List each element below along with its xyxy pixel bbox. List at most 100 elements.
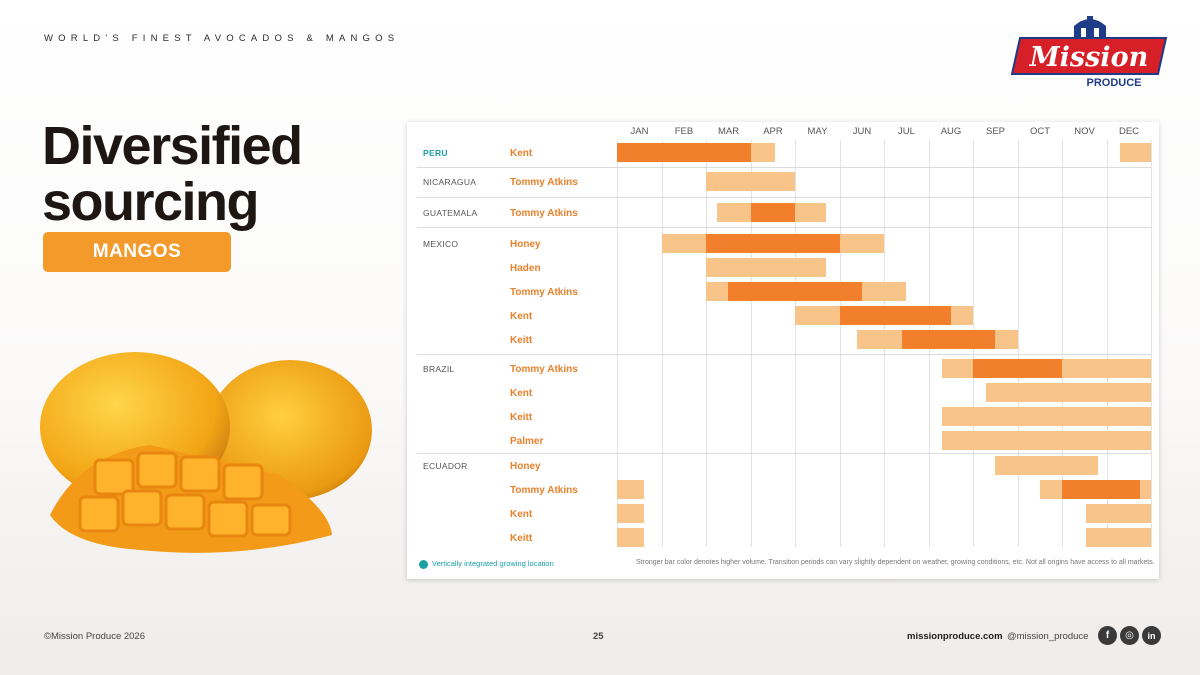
website-link[interactable]: missionproduce.com (907, 631, 1003, 642)
grid-line (661, 140, 663, 547)
season-bar (1086, 528, 1151, 547)
month-label-jul: JUL (898, 126, 915, 137)
origin-divider (417, 167, 1151, 168)
month-label-may: MAY (807, 126, 828, 137)
variety-label: Kent (510, 148, 533, 159)
variety-label: Keitt (510, 335, 533, 346)
variety-label: Kent (510, 388, 533, 399)
season-bar (750, 143, 775, 162)
title-line-2: sourcing (42, 172, 260, 232)
season-bar (617, 528, 644, 547)
instagram-icon[interactable]: ◎ (1120, 626, 1139, 645)
high-volume-bar (1062, 480, 1140, 499)
mango-illustration (40, 352, 372, 553)
variety-label: Tommy Atkins (510, 287, 578, 298)
grid-line (617, 140, 618, 547)
origin-divider (417, 354, 1151, 355)
month-label-dec: DEC (1118, 126, 1140, 137)
origin-label: GUATEMALA (423, 208, 478, 218)
grid-line (1151, 140, 1152, 547)
origin-divider (417, 197, 1151, 198)
season-bar (1062, 359, 1151, 378)
grid-line (1106, 140, 1108, 547)
variety-label: Honey (510, 461, 541, 472)
grid-line (839, 140, 841, 547)
grid-line (750, 140, 752, 547)
origin-label: MEXICO (423, 239, 459, 249)
variety-label: Kent (510, 311, 533, 322)
variety-label: Tommy Atkins (510, 208, 578, 219)
season-bar (795, 306, 840, 325)
high-volume-bar (973, 359, 1062, 378)
high-volume-bar (750, 203, 795, 222)
season-bar (1039, 480, 1062, 499)
category-badge: MANGOS (43, 232, 231, 272)
variety-label: Keitt (510, 412, 533, 423)
logo-sub: PRODUCE (1086, 77, 1141, 89)
mission-produce-logo: Mission PRODUCE (1010, 16, 1168, 89)
season-bar (950, 306, 973, 325)
month-label-mar: MAR (717, 126, 740, 137)
tagline: WORLD'S FINEST AVOCADOS & MANGOS (44, 33, 400, 44)
variety-label: Kent (510, 509, 533, 520)
high-volume-bar (706, 234, 840, 253)
linkedin-icon[interactable]: in (1142, 626, 1161, 645)
social-handle: @mission_produce (1007, 631, 1089, 642)
high-volume-bar (839, 306, 951, 325)
month-label-jan: JAN (630, 126, 649, 137)
sourcing-chart: JAN FEB MAR APR MAY JUN JUL AUG SEP OCT NOV DEC PERU… (407, 122, 1159, 579)
chart-note: Stronger bar color denotes higher volume… (636, 559, 1155, 566)
season-bar (857, 330, 902, 349)
logo-wordmark: Mission (1029, 42, 1148, 73)
grid-line (795, 140, 796, 547)
origin-label: PERU (423, 148, 448, 158)
month-label-nov: NOV (1074, 126, 1095, 137)
month-label-jun: JUN (852, 126, 872, 137)
high-volume-bar (728, 282, 862, 301)
high-volume-bar (617, 143, 751, 162)
season-bar (706, 282, 729, 301)
origin-divider (417, 453, 1151, 454)
copyright: ©Mission Produce 2026 (44, 631, 145, 642)
origin-label: BRAZIL (423, 364, 455, 374)
season-bar (706, 258, 827, 277)
variety-label: Palmer (510, 436, 544, 447)
month-label-feb: FEB (674, 126, 694, 137)
origin-divider (417, 227, 1151, 228)
season-bar (986, 383, 1151, 402)
high-volume-bar (901, 330, 996, 349)
season-bar (1119, 143, 1151, 162)
month-label-oct: OCT (1029, 126, 1051, 137)
title-line-1: Diversified (42, 116, 303, 176)
grid-line (1017, 140, 1019, 547)
season-bar (795, 203, 827, 222)
month-label-sep: SEP (985, 126, 1005, 137)
season-bar (706, 172, 795, 191)
grid-line (706, 140, 707, 547)
season-bar (839, 234, 884, 253)
variety-label: Keitt (510, 533, 533, 544)
season-bar (995, 330, 1018, 349)
season-bar (1086, 504, 1151, 523)
legend-label: Vertically integrated growing location (432, 559, 554, 568)
variety-label: Tommy Atkins (510, 485, 578, 496)
page-title: Diversified sourcing (42, 116, 303, 232)
vertically-integrated-dot (419, 560, 428, 569)
season-bar (941, 407, 1151, 426)
variety-label: Honey (510, 239, 541, 250)
season-bar (941, 431, 1151, 450)
facebook-icon[interactable]: f (1098, 626, 1117, 645)
season-bar (661, 234, 706, 253)
origin-label: NICARAGUA (423, 177, 477, 187)
month-label-apr: APR (763, 126, 783, 137)
season-bar (617, 504, 644, 523)
variety-label: Tommy Atkins (510, 364, 578, 375)
season-bar (617, 480, 644, 499)
season-bar (995, 456, 1098, 475)
month-label-aug: AUG (940, 126, 962, 137)
variety-label: Tommy Atkins (510, 177, 578, 188)
season-bar (717, 203, 751, 222)
origin-label: ECUADOR (423, 461, 468, 471)
variety-label: Haden (510, 263, 541, 274)
season-bar (941, 359, 973, 378)
